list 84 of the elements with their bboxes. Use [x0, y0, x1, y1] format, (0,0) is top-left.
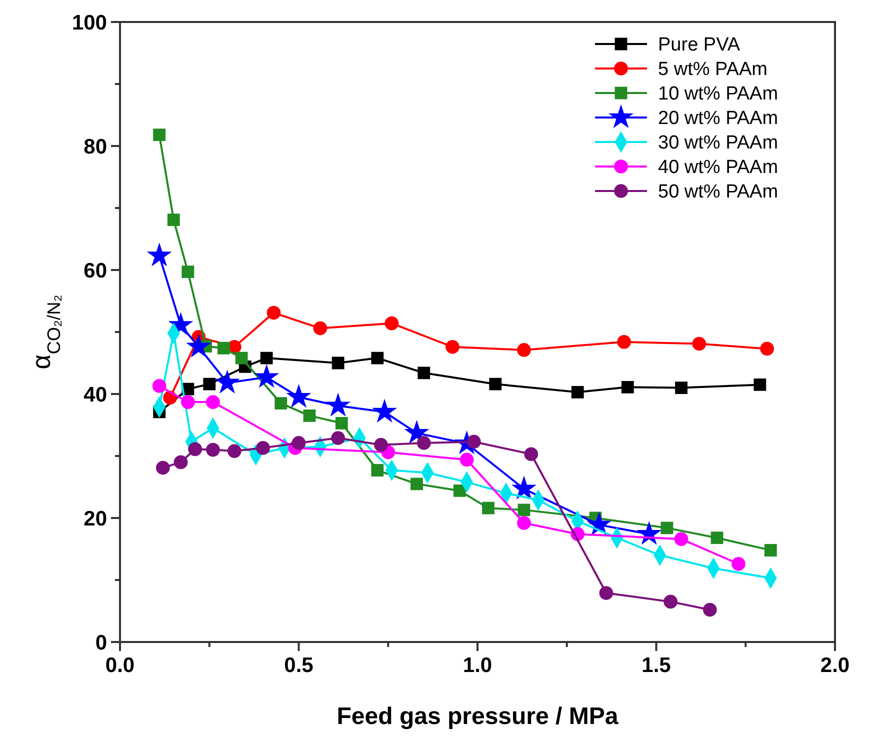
point [217, 342, 230, 354]
point [332, 356, 344, 370]
point [287, 385, 310, 407]
point [255, 365, 278, 388]
point [524, 447, 538, 462]
point [418, 366, 430, 380]
point [764, 544, 777, 556]
point [303, 410, 316, 422]
point [460, 452, 474, 467]
y-tick-label: 80 [84, 135, 107, 158]
legend-label: 20 wt% PAAm [658, 108, 778, 130]
point [732, 556, 746, 571]
point [674, 532, 688, 546]
point [335, 416, 348, 430]
point [266, 306, 281, 320]
x-tick-label: 0.0 [105, 654, 135, 677]
point [371, 464, 384, 476]
point [660, 522, 674, 534]
legend-label: 5 wt% PAAm [658, 59, 768, 80]
point [206, 442, 220, 457]
point [446, 340, 460, 354]
point [710, 532, 724, 544]
point [203, 378, 216, 390]
point [292, 436, 306, 450]
point [675, 382, 688, 394]
point [331, 431, 346, 445]
point [206, 395, 220, 409]
legend-label: Pure PVA [658, 34, 740, 56]
point [617, 335, 632, 349]
legend-label: 30 wt% PAAm [658, 132, 778, 154]
point [599, 586, 614, 600]
point [188, 442, 202, 456]
point [702, 602, 717, 617]
point [156, 460, 170, 475]
point [384, 316, 399, 330]
legend-label: 10 wt% PAAm [658, 84, 778, 105]
legend-label: 40 wt% PAAm [658, 157, 778, 178]
point [489, 378, 502, 390]
point [405, 421, 428, 443]
point [235, 352, 248, 364]
point [174, 455, 188, 470]
point [148, 244, 171, 266]
point [167, 214, 180, 226]
y-tick-label: 20 [84, 507, 107, 530]
x-tick-label: 1.0 [462, 654, 492, 677]
point [373, 400, 396, 422]
point [517, 516, 531, 530]
point [517, 343, 531, 357]
point [754, 378, 766, 391]
point [518, 504, 530, 516]
y-tick-label: 60 [84, 259, 107, 282]
point [371, 352, 384, 364]
x-axis-title: Feed gas pressure / MPa [336, 703, 619, 730]
x-tick-label: 2.0 [820, 654, 850, 677]
point [180, 395, 195, 409]
y-tick-label: 0 [95, 631, 107, 654]
x-tick-label: 1.5 [642, 654, 672, 677]
point [374, 438, 388, 452]
point [664, 594, 678, 609]
point [227, 444, 242, 458]
point [153, 128, 166, 142]
x-tick-label: 0.5 [284, 654, 314, 677]
point [410, 478, 423, 490]
point [466, 434, 481, 449]
point [216, 370, 239, 393]
point [260, 352, 273, 364]
point [187, 334, 210, 357]
y-tick-label: 40 [84, 383, 107, 406]
point [760, 342, 774, 356]
point [256, 441, 270, 455]
point [326, 394, 350, 416]
point [692, 336, 706, 351]
point [182, 266, 194, 278]
point [152, 379, 166, 393]
point [453, 484, 466, 497]
point [621, 380, 634, 394]
point [571, 386, 584, 398]
point [313, 321, 328, 336]
legend-label: 50 wt% PAAm [658, 182, 778, 203]
point [512, 476, 536, 499]
point [482, 502, 494, 514]
point [416, 436, 431, 450]
point [274, 397, 288, 410]
y-tick-label: 100 [72, 11, 107, 34]
